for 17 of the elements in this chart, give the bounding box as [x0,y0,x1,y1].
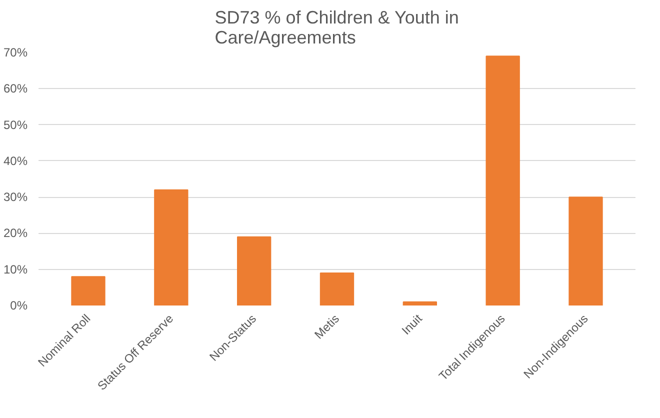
y-tick-label: 20% [3,226,28,240]
bar [486,56,520,306]
y-tick-label: 50% [3,118,28,132]
y-tick-label: 60% [3,82,28,96]
y-tick-label: 30% [3,190,28,204]
chart-title: SD73 % of Children & Youth in Care/Agreements [214,8,459,48]
bar [402,301,437,306]
bar [71,276,106,306]
bar [237,236,272,306]
x-tick-label: Inuit [398,311,426,338]
y-tick-label: 0% [10,298,28,312]
bar [154,189,188,306]
bar [568,196,603,306]
y-tick-label: 70% [3,46,28,60]
bar [320,272,354,306]
y-tick-label: 40% [3,154,28,168]
y-tick-label: 10% [3,262,28,276]
